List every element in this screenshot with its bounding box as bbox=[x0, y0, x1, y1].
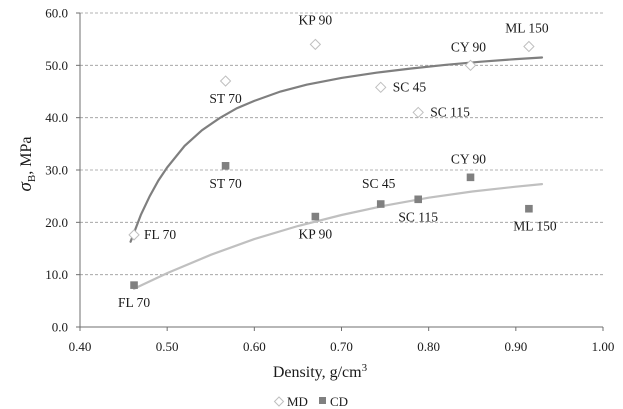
y-tick-label: 40.0 bbox=[45, 110, 68, 125]
trend-line-cd bbox=[132, 183, 544, 290]
data-label-cd: FL 70 bbox=[118, 295, 150, 310]
data-label-md: ML 150 bbox=[505, 20, 549, 35]
y-tick-label: 20.0 bbox=[45, 215, 68, 230]
trend-lines bbox=[129, 56, 544, 290]
legend-md-label: MD bbox=[287, 394, 308, 409]
data-point-cd bbox=[525, 204, 533, 213]
data-label-md: ST 70 bbox=[209, 91, 242, 106]
legend-cd-marker bbox=[319, 397, 326, 404]
data-point-md bbox=[464, 59, 477, 72]
data-label-cd: SC 45 bbox=[362, 176, 396, 191]
y-tick-labels: 0.0 10.0 20.0 30.0 40.0 50.0 60.0 bbox=[45, 6, 68, 335]
y-tick-label: 10.0 bbox=[45, 267, 68, 282]
x-tick-label: 1.00 bbox=[592, 339, 615, 354]
data-label-md: CY 90 bbox=[451, 39, 486, 54]
data-point-cd bbox=[221, 162, 230, 170]
x-tick-label: 0.80 bbox=[417, 339, 440, 354]
data-point-cd bbox=[130, 281, 138, 289]
data-point-cd bbox=[466, 173, 475, 182]
data-point-md bbox=[128, 229, 140, 241]
data-point-md bbox=[412, 106, 424, 119]
data-point-md bbox=[523, 40, 535, 53]
data-label-cd: SC 115 bbox=[398, 209, 438, 224]
data-label-cd: ST 70 bbox=[209, 176, 242, 191]
x-tick-label: 0.50 bbox=[156, 339, 179, 354]
data-markers bbox=[128, 38, 535, 289]
data-label-md: FL 70 bbox=[144, 227, 176, 242]
data-label-cd: ML 150 bbox=[513, 219, 557, 234]
legend-md-marker bbox=[273, 396, 285, 407]
x-tick-label: 0.60 bbox=[243, 339, 266, 354]
data-point-md bbox=[219, 75, 232, 87]
legend: MD CD bbox=[273, 394, 348, 409]
x-tick-label: 0.70 bbox=[330, 339, 353, 354]
data-label-md: SC 45 bbox=[393, 79, 427, 94]
axes bbox=[76, 12, 604, 331]
x-axis-title: Density, g/cm3 bbox=[273, 362, 368, 381]
x-tick-labels: 0.40 0.50 0.60 0.70 0.80 0.90 1.00 bbox=[69, 339, 615, 354]
data-point-md bbox=[375, 81, 387, 94]
data-label-cd: KP 90 bbox=[299, 227, 333, 242]
y-tick-label: 60.0 bbox=[45, 6, 68, 21]
y-tick-label: 50.0 bbox=[45, 58, 68, 73]
trend-line-md bbox=[129, 56, 544, 243]
y-tick-label: 30.0 bbox=[45, 163, 68, 178]
gridlines bbox=[80, 12, 603, 276]
data-point-cd bbox=[311, 212, 320, 221]
y-tick-label: 0.0 bbox=[52, 320, 68, 335]
data-label-cd: CY 90 bbox=[451, 151, 486, 166]
data-label-md: KP 90 bbox=[299, 12, 333, 27]
data-label-md: SC 115 bbox=[430, 104, 470, 119]
legend-cd-label: CD bbox=[330, 394, 348, 409]
data-point-cd bbox=[414, 195, 423, 204]
data-point-md bbox=[309, 38, 322, 51]
y-axis-title: σB, MPa bbox=[15, 137, 38, 192]
x-tick-label: 0.90 bbox=[504, 339, 527, 354]
x-tick-label: 0.40 bbox=[69, 339, 92, 354]
data-point-cd bbox=[376, 200, 385, 208]
